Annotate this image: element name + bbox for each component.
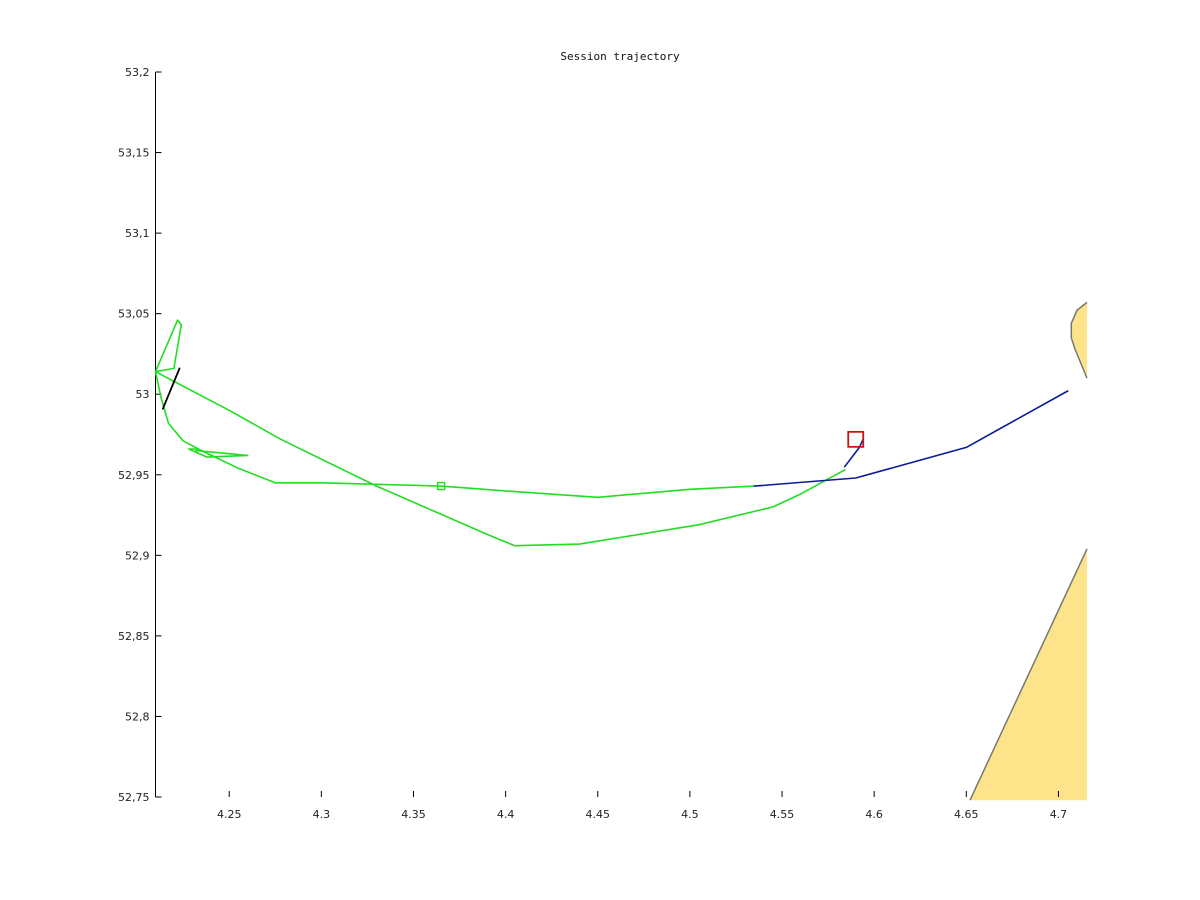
y-tick-label: 52,75 bbox=[118, 791, 150, 804]
x-ticks: 4.25 4.3 4.35 4.4 4.45 4.5 4.55 4.6 4.65 4.7 bbox=[217, 791, 1067, 821]
x-tick-label: 4.65 bbox=[954, 808, 979, 821]
chart-title: Session trajectory bbox=[560, 50, 680, 63]
y-ticks: 52,75 52,8 52,85 52,9 52,95 53 53,05 53,1 53,15 5… bbox=[118, 66, 162, 804]
land-area-1 bbox=[1071, 302, 1087, 379]
trajectory-blue-4 bbox=[753, 390, 1069, 487]
coastline-1 bbox=[1070, 301, 1088, 379]
x-tick-label: 4.35 bbox=[401, 808, 426, 821]
y-tick-label: 52,9 bbox=[125, 549, 150, 562]
series-layer bbox=[154, 319, 1069, 547]
y-tick-label: 52,8 bbox=[125, 710, 150, 723]
x-tick-label: 4.45 bbox=[586, 808, 611, 821]
x-tick-label: 4.6 bbox=[865, 808, 883, 821]
end-marker bbox=[847, 430, 865, 448]
y-tick-label: 53,2 bbox=[125, 66, 150, 79]
y-tick-label: 53,1 bbox=[125, 227, 150, 240]
start-marker bbox=[436, 481, 446, 491]
x-tick-label: 4.4 bbox=[497, 808, 515, 821]
x-tick-label: 4.7 bbox=[1050, 808, 1068, 821]
y-tick-label: 52,85 bbox=[118, 630, 150, 643]
trajectory-green-2 bbox=[154, 319, 846, 547]
x-tick-label: 4.3 bbox=[313, 808, 331, 821]
trajectory-green-1 bbox=[572, 485, 756, 499]
y-tick-label: 53 bbox=[136, 388, 150, 401]
x-tick-label: 4.5 bbox=[681, 808, 699, 821]
land-layer bbox=[969, 301, 1088, 801]
y-tick-label: 53,15 bbox=[118, 147, 150, 160]
coastline-2 bbox=[969, 548, 1088, 801]
y-tick-label: 52,95 bbox=[118, 469, 150, 482]
x-tick-label: 4.55 bbox=[770, 808, 795, 821]
y-tick-label: 53,05 bbox=[118, 308, 150, 321]
x-tick-label: 4.25 bbox=[217, 808, 242, 821]
trajectory-black-6 bbox=[161, 367, 181, 410]
marker-layer bbox=[436, 430, 865, 491]
trajectory-green-3 bbox=[187, 448, 249, 458]
